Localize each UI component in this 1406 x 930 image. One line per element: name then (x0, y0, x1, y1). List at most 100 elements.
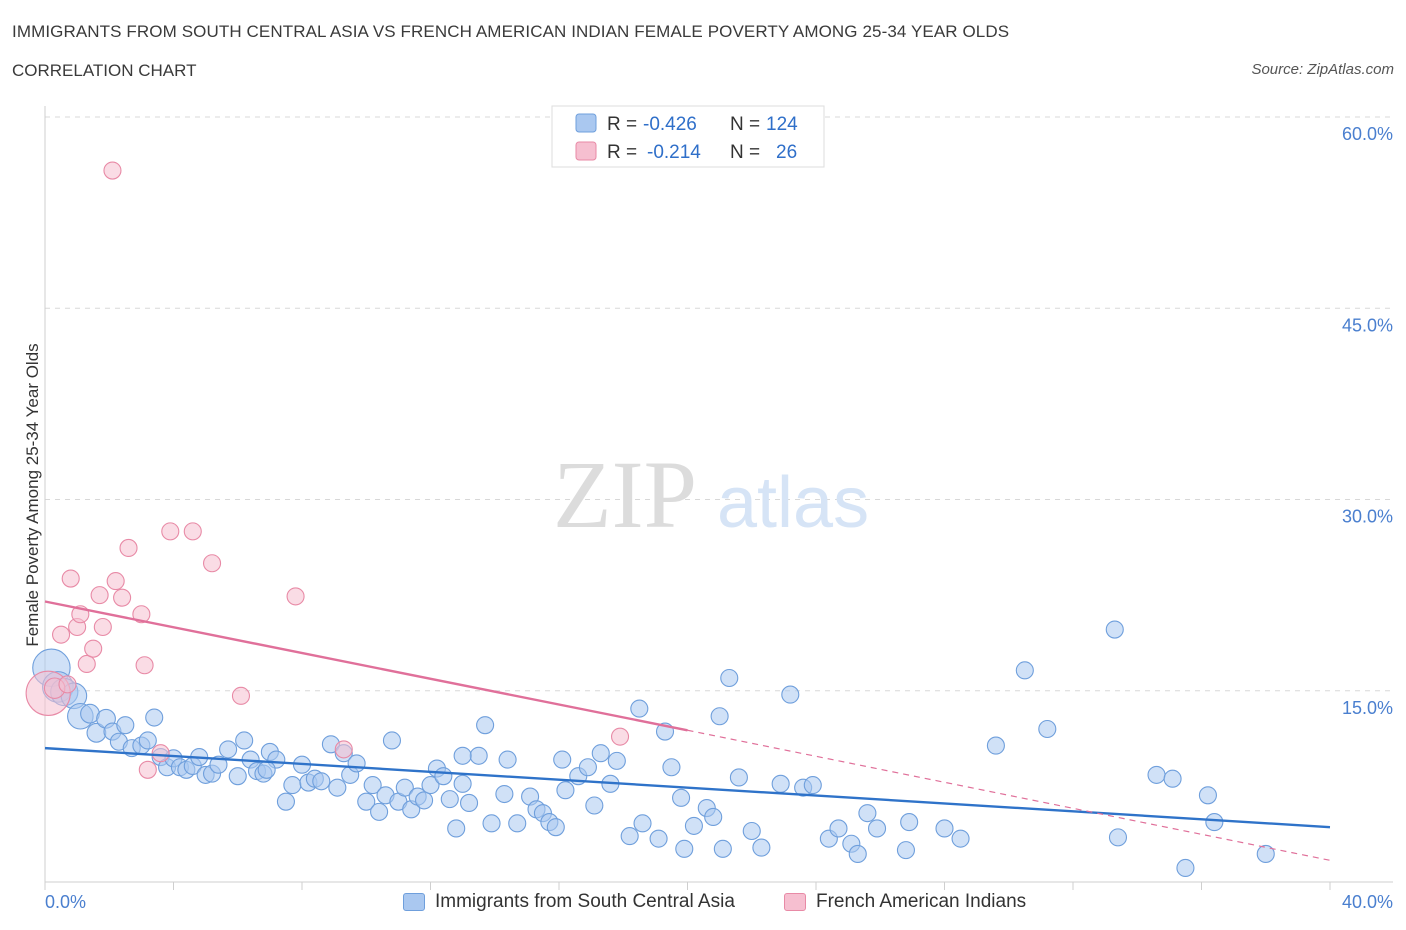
blue-point (900, 813, 919, 832)
pink-point (610, 727, 630, 746)
blue-point (453, 774, 472, 793)
blue-point (328, 778, 347, 797)
blue-point (986, 736, 1005, 755)
blue-point (729, 768, 748, 787)
pink-point (132, 605, 151, 624)
legend-n-label-pink: N = (730, 142, 760, 163)
blue-point (858, 804, 877, 823)
blue-point (138, 731, 157, 750)
blue-point (672, 788, 691, 807)
legend-bottom-label-blue: Immigrants from South Central Asia (435, 891, 735, 912)
blue-point (459, 793, 479, 813)
legend-r-label-pink: R = (607, 142, 637, 163)
blue-point (781, 685, 800, 704)
blue-point (662, 758, 681, 777)
chart-title: IMMIGRANTS FROM SOUTH CENTRAL ASIA VS FR… (12, 22, 1010, 41)
blue-point (228, 767, 247, 786)
blue-point (421, 776, 440, 795)
y-tick-labels: 15.0% 30.0% 45.0% 60.0% (1342, 124, 1393, 718)
blue-point (482, 814, 501, 833)
pink-point (103, 161, 122, 180)
blue-point (257, 760, 276, 779)
blue-point (710, 707, 729, 726)
blue-point (434, 767, 453, 786)
blue-point (447, 819, 466, 838)
pink-trend-line (44, 600, 688, 732)
pink-point (113, 588, 132, 607)
pink-point (119, 538, 138, 558)
blue-point (476, 716, 495, 735)
pink-point (231, 686, 251, 705)
pink-point (161, 522, 180, 541)
blue-point (1147, 765, 1166, 784)
blue-point (630, 699, 649, 718)
legend-n-value-pink: 26 (776, 142, 797, 163)
pink-point (203, 554, 222, 573)
blue-point (720, 668, 739, 688)
blue-point (145, 708, 164, 727)
blue-point (684, 816, 703, 835)
blue-point (1198, 786, 1217, 805)
blue-point (312, 772, 331, 791)
x-tick-labels: 0.0% 40.0% (45, 892, 1393, 912)
blue-point (1176, 858, 1195, 878)
pink-point (183, 522, 202, 541)
blue-point (848, 844, 867, 864)
x-tick-label: 40.0% (1342, 892, 1393, 912)
blue-point (585, 796, 604, 815)
blue-point (508, 814, 527, 833)
blue-point (546, 818, 565, 837)
blue-point (440, 790, 459, 809)
blue-point (357, 792, 376, 811)
legend-top: R = -0.426 N = 124 R = -0.214 N = 26 (551, 105, 825, 168)
blue-point (1256, 844, 1275, 864)
blue-point (363, 776, 382, 795)
pink-point (135, 656, 154, 675)
watermark: ZIP atlas (553, 441, 869, 548)
pink-point (93, 617, 112, 637)
pink-point (138, 760, 157, 779)
gridlines (45, 116, 1393, 692)
blue-point (704, 807, 723, 827)
legend-swatch-pink (575, 141, 597, 161)
blue-point (1205, 813, 1224, 832)
pink-point (58, 675, 77, 694)
blue-point (803, 776, 822, 795)
blue-point (469, 746, 488, 765)
pink-trend-extension (687, 729, 1331, 861)
blue-point (896, 841, 916, 860)
y-tick-label: 15.0% (1342, 698, 1393, 718)
blue-point (578, 758, 597, 777)
pink-point (151, 744, 170, 763)
blue-trend-line (44, 746, 1331, 829)
blue-point (556, 781, 575, 800)
legend-swatch-blue (575, 113, 597, 133)
trend-lines (44, 600, 1331, 861)
blue-point (283, 776, 302, 795)
legend-top-box (551, 105, 825, 168)
blue-point (453, 746, 472, 765)
blue-point (235, 731, 254, 750)
blue-point (1038, 719, 1057, 739)
legend-bottom-swatch-pink (784, 893, 806, 911)
legend-bottom-swatch-blue (403, 893, 425, 911)
blue-point (382, 731, 402, 750)
pink-point (106, 572, 125, 591)
y-tick-label: 60.0% (1342, 124, 1393, 144)
blue-point (752, 838, 771, 857)
legend-n-value-blue: 124 (766, 114, 798, 135)
blue-point (675, 839, 694, 858)
y-tick-label: 45.0% (1342, 315, 1393, 335)
data-points (25, 161, 1275, 878)
blue-point (620, 827, 639, 846)
legend-r-label-blue: R = (607, 114, 637, 135)
pink-point (77, 654, 96, 674)
watermark-atlas: atlas (717, 463, 869, 543)
blue-point (867, 819, 887, 838)
pink-point (61, 569, 80, 588)
blue-point (951, 829, 970, 848)
pink-point (286, 587, 305, 606)
blue-point (395, 778, 414, 797)
source-label: Source: ZipAtlas.com (1251, 61, 1394, 78)
